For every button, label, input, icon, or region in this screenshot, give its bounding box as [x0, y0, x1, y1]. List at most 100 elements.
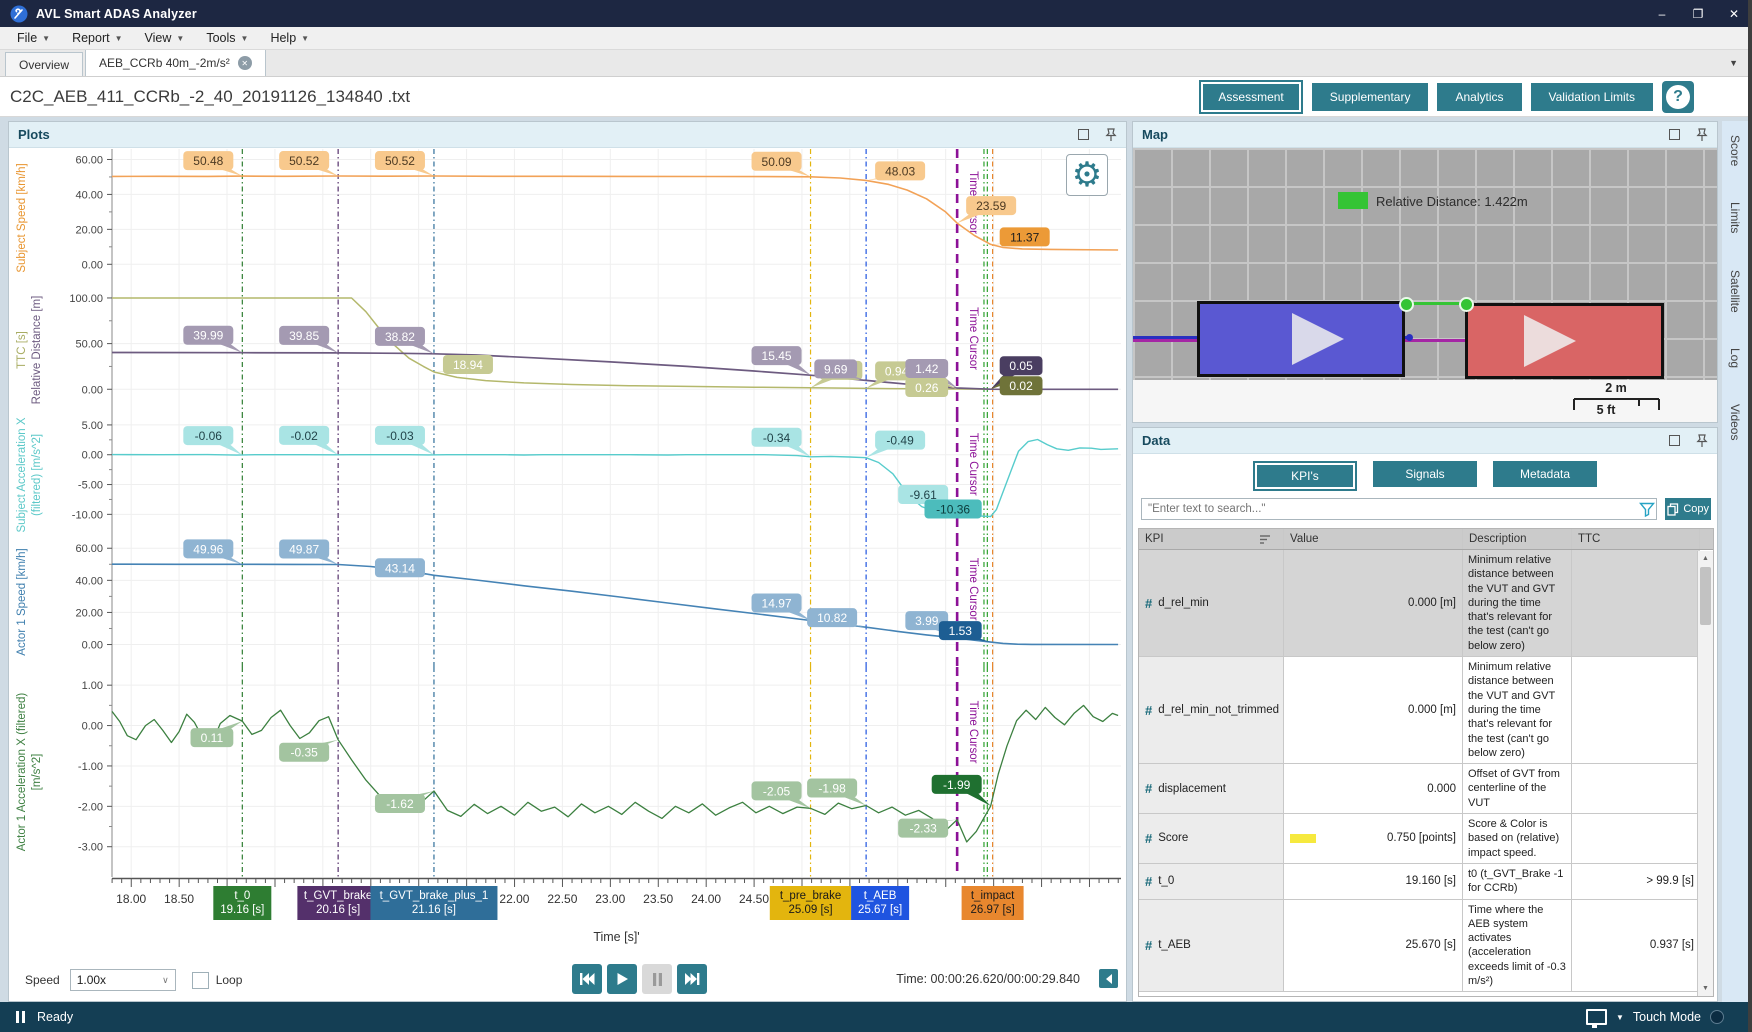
axis-marker-t_AEB[interactable] [851, 886, 910, 920]
value-badge [814, 359, 858, 379]
data-tab-kpis[interactable]: KPI's [1253, 461, 1357, 491]
side-tab-satellite[interactable]: Satellite [1728, 269, 1742, 313]
maximize-panel-icon[interactable] [1669, 435, 1680, 446]
data-tab-signals[interactable]: Signals [1373, 461, 1477, 487]
side-tab-strip: Score Limits Satellite Log Videos [1722, 121, 1748, 1002]
menu-report[interactable]: Report ▼ [72, 31, 123, 45]
supplementary-button[interactable]: Supplementary [1311, 82, 1429, 111]
side-tab-log[interactable]: Log [1728, 348, 1742, 369]
scroll-up-icon[interactable]: ▲ [1702, 555, 1709, 562]
close-button[interactable]: ✕ [1728, 6, 1740, 21]
chart-actor1-speed[interactable]: 60.00 40.00 20.00 0.00 Actor 1 Speed [km/h] T… [9, 537, 1126, 667]
column-header-description[interactable]: Description [1463, 529, 1572, 549]
maximize-panel-icon[interactable] [1078, 129, 1089, 140]
loop-checkbox[interactable] [191, 971, 209, 989]
filter-funnel-icon[interactable] [1639, 502, 1655, 517]
time-cursor-label: Time Cursor [967, 558, 979, 621]
svg-text:50.52: 50.52 [289, 154, 319, 168]
table-row[interactable]: # t_AEB 25.670 [s] Time where the AEB syste… [1139, 899, 1713, 993]
column-header-ttc[interactable]: TTC [1572, 529, 1700, 549]
scale-metric-label: 2 m [1605, 381, 1627, 395]
axis-marker-t_impact[interactable] [961, 886, 1024, 920]
pin-icon[interactable] [1696, 433, 1708, 448]
svg-text:-1.98: -1.98 [818, 782, 846, 796]
table-row[interactable]: # Score 0.750 [points] Score & Color is bas… [1139, 814, 1713, 864]
column-header-kpi[interactable]: KPI [1139, 529, 1284, 549]
svg-text:-0.34: -0.34 [763, 431, 791, 445]
menu-file[interactable]: File ▼ [17, 31, 51, 45]
tab-overview[interactable]: Overview [5, 52, 84, 76]
display-icon[interactable] [1585, 1009, 1607, 1028]
search-input[interactable] [1141, 498, 1658, 520]
gvt-vehicle[interactable] [1465, 303, 1664, 379]
svg-text:1.53: 1.53 [949, 624, 973, 638]
axis-marker-t_0[interactable] [213, 886, 272, 920]
scroll-down-icon[interactable]: ▼ [1702, 985, 1709, 992]
pin-icon[interactable] [1105, 127, 1117, 142]
value-badge [999, 376, 1043, 396]
vut-vehicle[interactable] [1197, 301, 1405, 377]
skip-to-start-button[interactable] [572, 964, 602, 994]
window-titlebar: AVL Smart ADAS Analyzer – ❐ ✕ [0, 0, 1752, 27]
data-tab-metadata[interactable]: Metadata [1493, 461, 1597, 487]
kpi-name: Score [1158, 832, 1189, 845]
table-row[interactable]: # t_0 19.160 [s] t0 (t_GVT_Brake -1 for CCR… [1139, 863, 1713, 900]
maximize-panel-icon[interactable] [1669, 129, 1680, 140]
copy-button[interactable]: Copy [1665, 498, 1711, 520]
tab-aeb-ccrb-40m-2m-s-[interactable]: AEB_CCRb 40m_-2m/s² ✕ [85, 49, 266, 76]
table-scrollbar[interactable]: ▲ ▼ [1697, 551, 1713, 996]
play-button[interactable] [607, 964, 637, 994]
table-row[interactable]: # d_rel_min_not_trimmed 0.000 [m] Minimum r… [1139, 657, 1713, 765]
value-badge [279, 742, 330, 762]
pause-button[interactable] [642, 964, 672, 994]
plot-settings-gear-icon[interactable]: ⚙ [1066, 154, 1108, 196]
axis-marker-t_GVT_brake_plus_1[interactable] [370, 886, 498, 920]
menu-view[interactable]: View ▼ [144, 31, 185, 45]
value-badge [898, 818, 949, 838]
close-icon[interactable]: ✕ [237, 56, 252, 70]
axis-marker-t_GVT_brake[interactable] [297, 886, 379, 920]
svg-text:1.00: 1.00 [82, 680, 103, 692]
analytics-button[interactable]: Analytics [1437, 82, 1522, 111]
speed-select[interactable]: 1.00x ∨ [69, 969, 176, 991]
menu-help[interactable]: Help ▼ [270, 31, 310, 45]
chart-actor1-accel[interactable]: 1.00 0.00 -1.00 -2.00 -3.00 Actor 1 Accelerat… [9, 667, 1126, 877]
maximize-button[interactable]: ❐ [1692, 6, 1704, 21]
skip-to-end-button[interactable] [677, 964, 707, 994]
collapse-panel-icon[interactable] [1099, 969, 1118, 988]
table-row[interactable]: # d_rel_min 0.000 [m] Minimum relative dist… [1139, 550, 1713, 658]
map-canvas[interactable]: Relative Distance: 1.422m [1133, 148, 1717, 380]
chevron-down-icon: ∨ [162, 974, 169, 985]
menu-tools[interactable]: Tools ▼ [206, 31, 249, 45]
touch-mode-toggle[interactable] [1710, 1010, 1724, 1024]
axis-marker-t_pre_brake[interactable] [769, 886, 852, 920]
relative-distance-handle[interactable] [1459, 297, 1474, 312]
value-badge [183, 325, 234, 345]
chart-subject-accel[interactable]: 5.00 0.00 -5.00 -10.00 Subject Acceleration … [9, 413, 1126, 537]
table-row[interactable]: # displacement 0.000 Offset of GVT from cen… [1139, 764, 1713, 815]
validation-limits-button[interactable]: Validation Limits [1530, 82, 1653, 111]
relative-distance-handle[interactable] [1399, 297, 1414, 312]
value-badge [875, 430, 926, 450]
value-badge [374, 326, 425, 346]
minimize-button[interactable]: – [1658, 6, 1666, 21]
pin-icon[interactable] [1696, 127, 1708, 142]
side-tab-score[interactable]: Score [1728, 135, 1742, 167]
page-title: C2C_AEB_411_CCRb_-2_40_20191126_134840 .… [10, 86, 411, 106]
chevron-down-icon[interactable]: ▼ [1615, 1012, 1624, 1022]
svg-text:23.00: 23.00 [595, 892, 625, 906]
kpi-name: d_rel_min [1158, 597, 1209, 610]
chart-ttc-reldist[interactable]: 100.00 50.00 0.00 TTC [s] Relative Distance … [9, 287, 1126, 413]
tab-bar: Overview AEB_CCRb 40m_-2m/s² ✕ ▼ [0, 49, 1752, 77]
help-button[interactable]: ? [1662, 80, 1694, 113]
side-tab-videos[interactable]: Videos [1728, 404, 1742, 441]
map-panel-title: Map [1142, 127, 1168, 142]
svg-text:t_impact: t_impact [971, 890, 1015, 902]
assessment-button[interactable]: Assessment [1199, 79, 1303, 114]
side-tab-limits[interactable]: Limits [1728, 202, 1742, 234]
column-header-value[interactable]: Value [1284, 529, 1463, 549]
tab-list-dropdown-icon[interactable]: ▼ [1729, 58, 1738, 68]
scrollbar-thumb[interactable] [1700, 567, 1711, 625]
svg-text:20.16 [s]: 20.16 [s] [316, 904, 360, 916]
